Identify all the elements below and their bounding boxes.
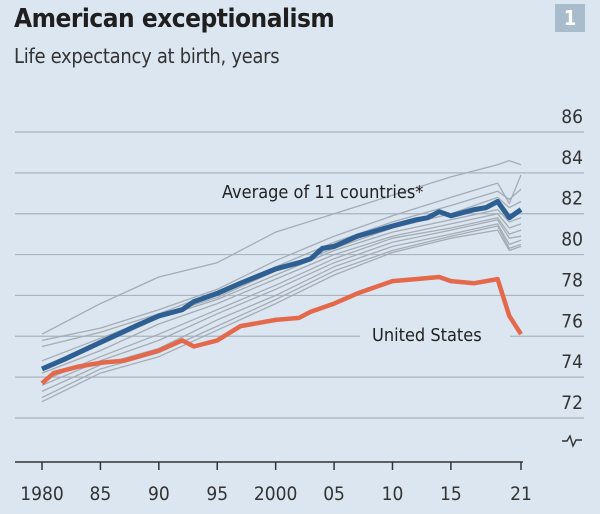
x-tick-label: 10	[382, 483, 404, 505]
country-line	[41, 219, 522, 386]
average-series-label: Average of 11 countries*	[222, 182, 423, 203]
country-line	[41, 213, 522, 374]
country-line	[41, 174, 522, 342]
y-tick-label: 74	[561, 351, 583, 373]
y-tick-label: 80	[561, 229, 583, 251]
axis-break-icon	[562, 434, 582, 448]
y-tick-label: 72	[561, 392, 583, 414]
x-tick-label: 1980	[20, 483, 64, 505]
x-tick-label: 2000	[254, 483, 298, 505]
average-line	[41, 199, 523, 372]
x-tick-label: 85	[90, 483, 112, 505]
x-tick-label: 15	[440, 483, 462, 505]
y-tick-label: 82	[561, 188, 583, 210]
x-tick-label: 90	[148, 483, 170, 505]
x-tick-label: 95	[206, 483, 228, 505]
country-line	[41, 159, 522, 335]
us-line	[40, 274, 523, 385]
country-line	[41, 229, 522, 403]
country-line	[41, 188, 522, 348]
country-line	[41, 217, 522, 382]
chart-title: American exceptionalism	[14, 4, 335, 34]
chart-number-badge: 1	[555, 4, 585, 32]
y-tick-label: 86	[561, 106, 583, 128]
x-tick-label: 21	[510, 483, 532, 505]
country-line	[41, 225, 522, 399]
us-series-label: United States	[372, 325, 482, 346]
chart-subtitle: Life expectancy at birth, years	[14, 44, 280, 68]
label-background	[360, 318, 510, 348]
country-line	[41, 223, 522, 392]
y-tick-label: 84	[561, 147, 583, 169]
x-tick-label: 05	[323, 483, 345, 505]
y-tick-label: 76	[561, 310, 583, 332]
y-tick-label: 78	[561, 269, 583, 291]
